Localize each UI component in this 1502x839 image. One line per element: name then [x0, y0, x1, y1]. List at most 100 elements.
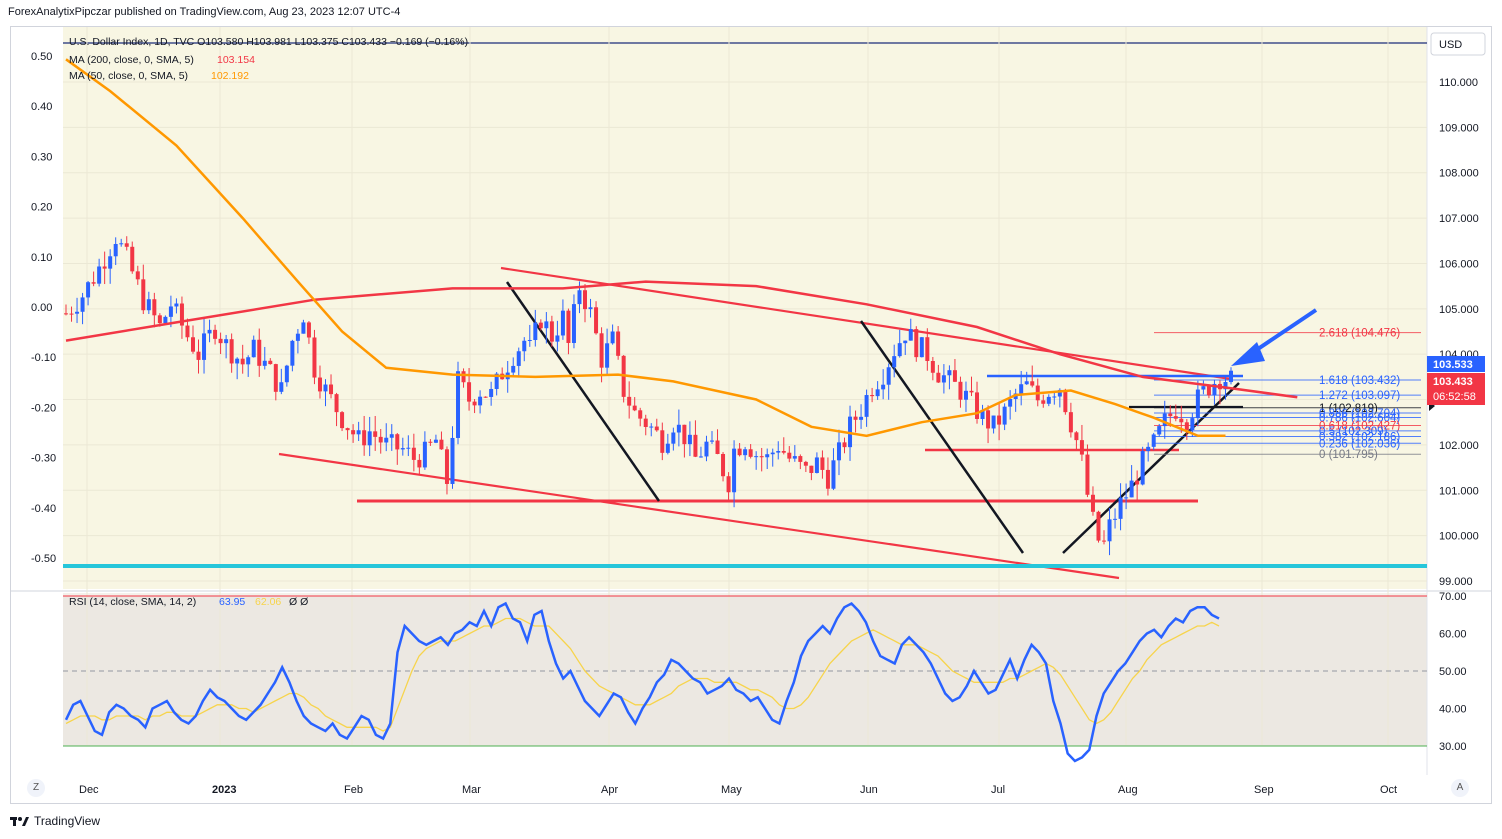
last-tag-value: 103.433 [1433, 376, 1473, 388]
candle-bull [770, 452, 775, 455]
rsi-legend[interactable]: RSI (14, close, SMA, 14, 2) [69, 596, 196, 608]
time-axis[interactable]: Dec 2023 Feb Mar Apr May Jun Jul Aug Sep Oct [79, 784, 1397, 796]
high-price-tag: 103.533 [1427, 356, 1485, 372]
candle-bear [969, 390, 974, 393]
time-tick-label: Dec [79, 784, 99, 796]
candle-bull [527, 339, 532, 341]
blue-arrow-head [1231, 342, 1265, 366]
candle-bull [367, 431, 372, 446]
rsi-tick-label: 40.00 [1439, 704, 1467, 716]
candle-bear [1074, 432, 1079, 441]
black-trend-1 [505, 281, 661, 502]
candle-bear [1030, 381, 1035, 386]
rsi-tick-label: 50.00 [1439, 666, 1467, 678]
candle-bear [748, 449, 753, 457]
price-tick-label: 106.000 [1439, 258, 1479, 270]
candle-bull [919, 337, 924, 358]
zoom-button[interactable]: Z [27, 779, 45, 797]
candle-bear [930, 361, 935, 373]
price-axis[interactable]: 110.000 109.000 108.000 107.000 106.000 105.0… [1439, 77, 1479, 588]
candle-bear [594, 307, 599, 334]
candle-bear [726, 476, 731, 493]
rsi-ma-legend-value: 62.06 [255, 596, 281, 608]
candle-bull [1201, 386, 1206, 390]
candle-bull [754, 456, 759, 458]
rsi-line [64, 601, 1220, 763]
ma50-legend[interactable]: MA (50, close, 0, SMA, 5) [69, 70, 188, 82]
currency-box[interactable]: USD [1430, 32, 1486, 56]
ma200-legend[interactable]: MA (200, close, 0, SMA, 5) [69, 54, 194, 66]
time-tick-label: Mar [462, 784, 481, 796]
candle-bear [1184, 422, 1189, 431]
candle-bull [522, 340, 527, 352]
left-tick-label: -0.40 [31, 503, 56, 515]
candle-bear [124, 243, 129, 247]
candle-bull [1157, 426, 1162, 435]
candle-bull [544, 321, 549, 329]
candle-bear [925, 337, 930, 362]
rsi-tick-label: 70.00 [1439, 591, 1467, 603]
candle-bear [190, 337, 195, 352]
rsi-legend-value: 63.95 [219, 596, 245, 608]
candle-bull [947, 370, 952, 376]
candle-bull [732, 448, 737, 493]
chart-canvas[interactable]: 0.50 0.40 0.30 0.20 0.10 0.00 -0.10 -0.20 -0.30 -… [11, 27, 1491, 803]
candle-bull [1046, 396, 1051, 404]
candle-bear [428, 441, 433, 443]
candle-bull [97, 266, 102, 284]
candle-bear [444, 449, 449, 484]
fib-label: 0 (101.795) [1319, 449, 1378, 461]
time-tick-label: Apr [601, 784, 618, 796]
candle-bear [417, 459, 422, 468]
candle-bull [676, 424, 681, 433]
currency-box-bg [1430, 32, 1486, 56]
candle-bear [975, 392, 980, 419]
ma50-line [65, 58, 1226, 438]
time-tick-label: May [721, 784, 742, 796]
blue-arrow [1231, 308, 1318, 366]
candle-bull [1024, 381, 1029, 385]
left-tick-label: 0.20 [31, 202, 52, 214]
candle-bear [273, 364, 278, 392]
auto-scale-button[interactable]: A [1451, 779, 1469, 797]
candle-bear [439, 439, 444, 450]
candle-bull [290, 340, 295, 366]
candle-bull [113, 243, 118, 257]
candle-bear [693, 434, 698, 457]
left-tick-label: 0.40 [31, 101, 52, 113]
candle-bull [456, 371, 461, 438]
time-tick-label: Sep [1254, 784, 1274, 796]
price-tick-label: 99.000 [1439, 576, 1473, 588]
fib-label: 1.272 (103.097) [1319, 390, 1400, 402]
left-tick-label: 0.00 [31, 302, 52, 314]
candle-bear [351, 430, 356, 435]
candle-bear [395, 434, 400, 450]
candle-bear [1085, 454, 1090, 495]
price-tick-label: 110.000 [1439, 77, 1478, 89]
candle-bull [422, 441, 427, 468]
candle-bear [914, 329, 919, 358]
candle-bull [743, 449, 748, 456]
candle-bear [853, 416, 858, 420]
fib-label: 1 (102.819) [1319, 403, 1378, 415]
price-tick-label: 101.000 [1439, 485, 1479, 497]
fib-label: 2.618 (104.476) [1319, 328, 1400, 340]
candle-bull [174, 303, 179, 307]
fib-label: 0.618 (102.427) [1319, 421, 1400, 433]
candle-bear [461, 371, 466, 383]
symbol-legend[interactable]: U.S. Dollar Index, 1D, TVC O103.580 H103… [69, 36, 468, 48]
candle-bear [759, 456, 764, 458]
candle-bull [908, 329, 913, 341]
candle-bear [1135, 480, 1140, 485]
candle-bear [660, 430, 665, 453]
legend[interactable]: U.S. Dollar Index, 1D, TVC O103.580 H103… [69, 36, 468, 608]
candle-bull [251, 339, 256, 358]
candle-bull [903, 340, 908, 344]
candle-bear [257, 339, 262, 366]
candle-bull [1140, 450, 1145, 485]
rsi-axis[interactable]: 70.00 60.00 50.00 40.00 30.00 [1439, 591, 1467, 753]
black-trend-3 [1062, 382, 1240, 554]
candle-bear [1168, 413, 1173, 417]
price-tick-label: 105.000 [1439, 304, 1479, 316]
candle-bull [1052, 396, 1057, 398]
